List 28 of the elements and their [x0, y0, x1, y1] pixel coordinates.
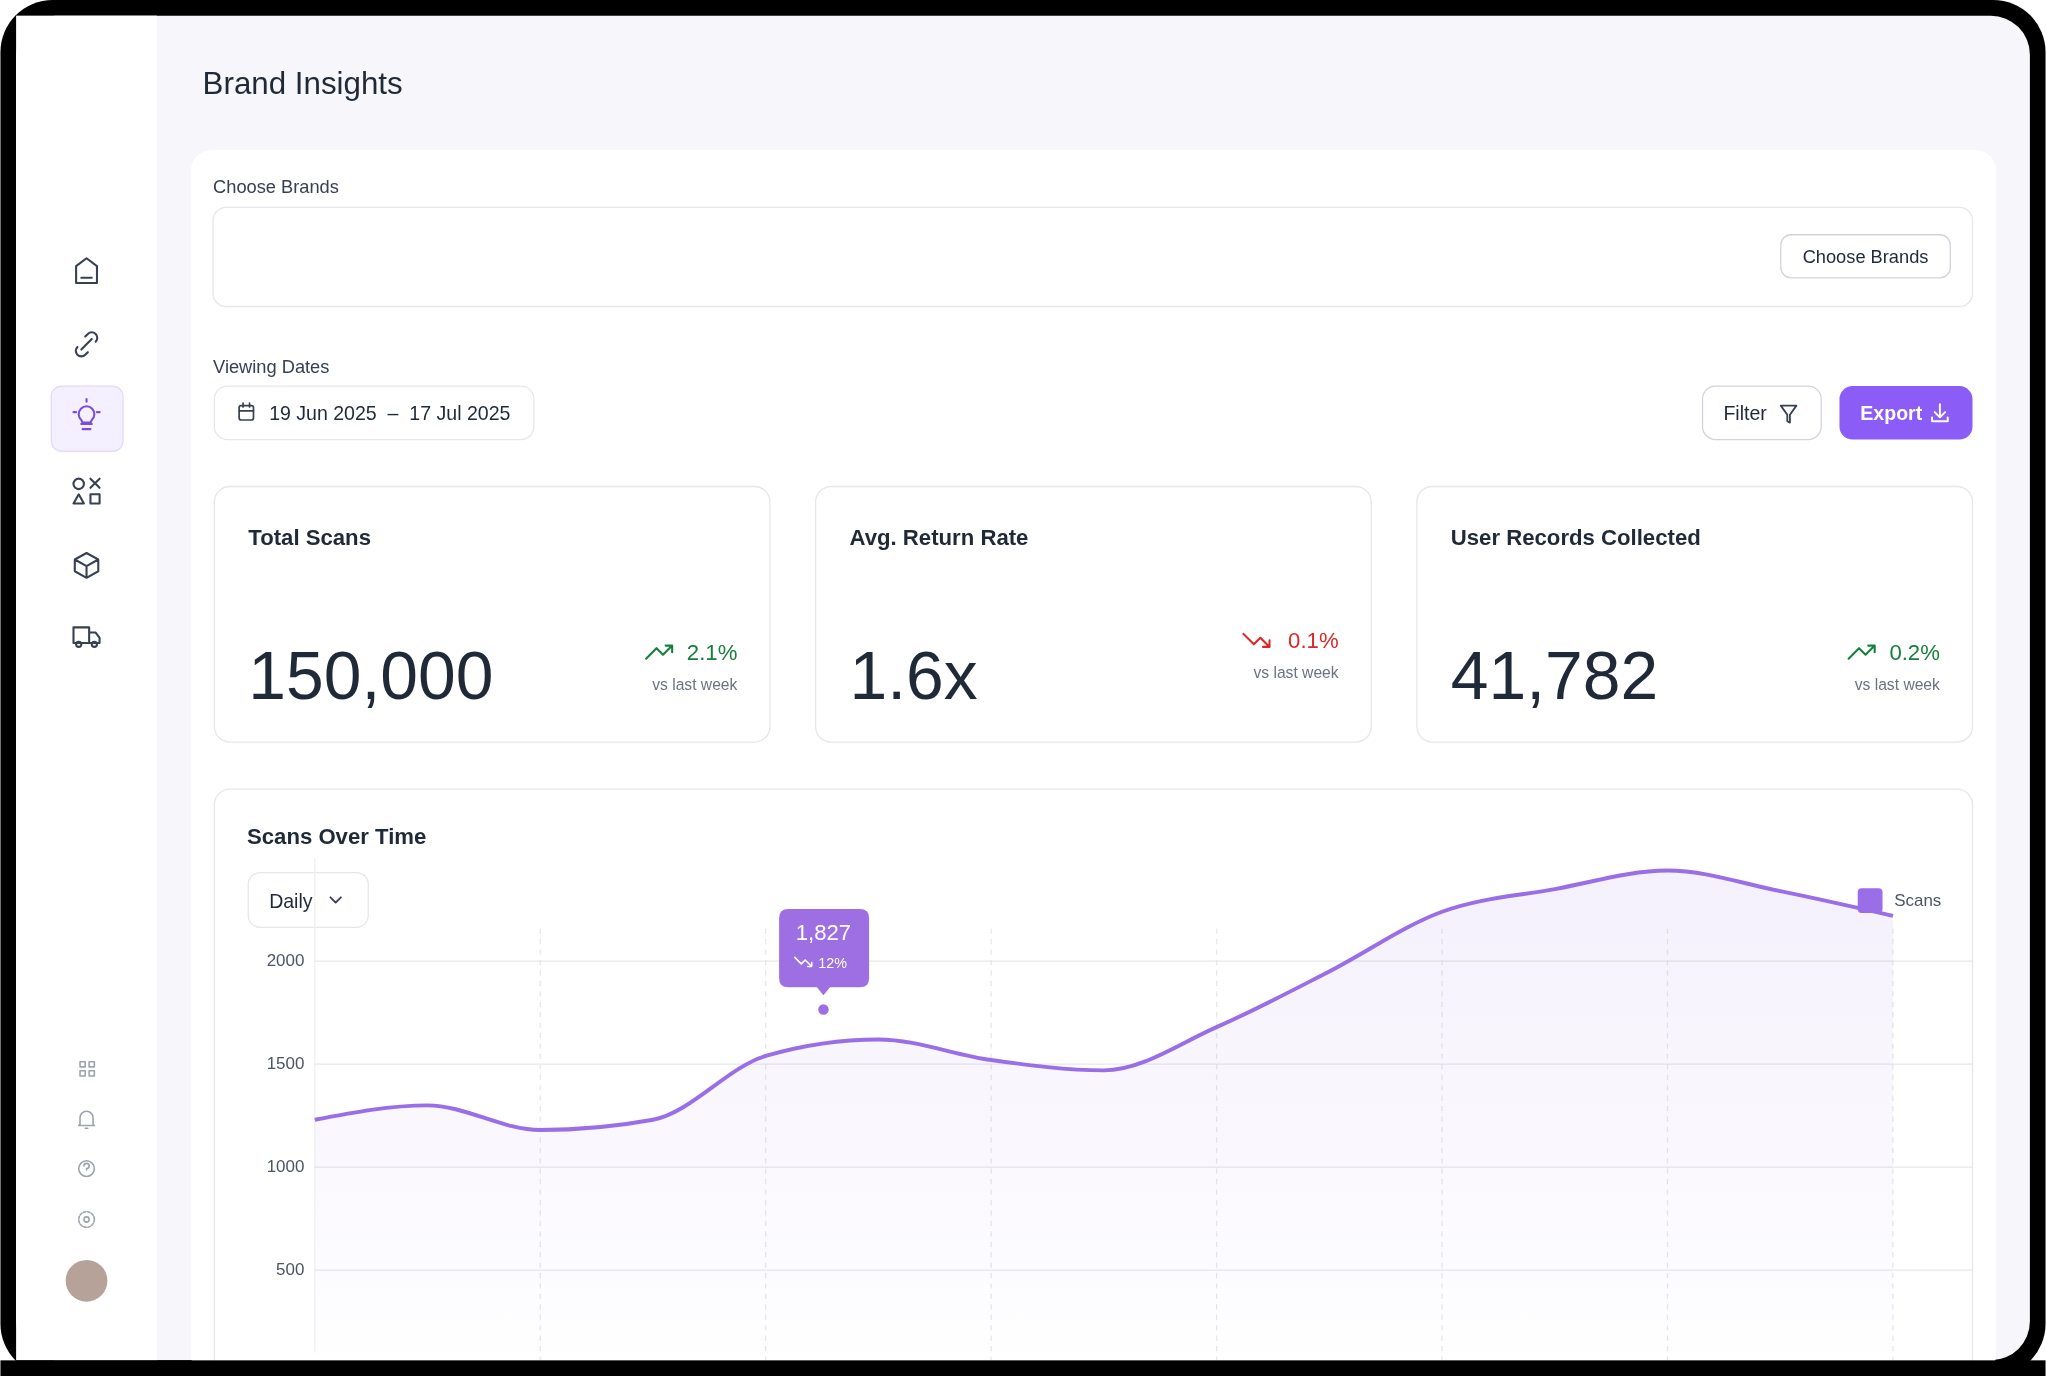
text: Brand Insights	[202, 65, 403, 101]
text: Export	[1860, 401, 1923, 424]
text: 0.2%	[1889, 639, 1940, 665]
text: 2.1%	[686, 639, 738, 665]
text: 41,782	[1450, 638, 1659, 714]
text: Choose Brands	[1802, 246, 1929, 268]
text: vs last week	[1854, 675, 1941, 693]
y-tick-label: 1000	[266, 1157, 305, 1177]
text: User Records Collected	[1450, 525, 1701, 551]
text: 19 Jun 2025 – 17 Jul 2025	[269, 401, 511, 424]
y-tick-label: 500	[276, 1260, 305, 1280]
text: 150,000	[248, 638, 494, 714]
text: Avg. Return Rate	[849, 525, 1029, 551]
annotation: 12%	[818, 954, 848, 971]
text: Daily	[269, 889, 313, 912]
text: Viewing Dates	[213, 356, 330, 378]
annotation: 1,827	[795, 920, 852, 946]
chart-title: Scans Over Time	[246, 823, 427, 849]
y-tick-label: 2000	[266, 951, 305, 971]
text: Total Scans	[248, 525, 371, 551]
text: 1.6x	[849, 638, 978, 714]
legend-label: Scans	[1894, 891, 1942, 911]
text: Filter	[1723, 401, 1768, 424]
text: vs last week	[652, 675, 738, 693]
y-tick-label: 1500	[266, 1054, 305, 1074]
text: vs last week	[1253, 664, 1339, 682]
text: 0.1%	[1288, 628, 1339, 654]
text: Choose Brands	[213, 176, 339, 198]
